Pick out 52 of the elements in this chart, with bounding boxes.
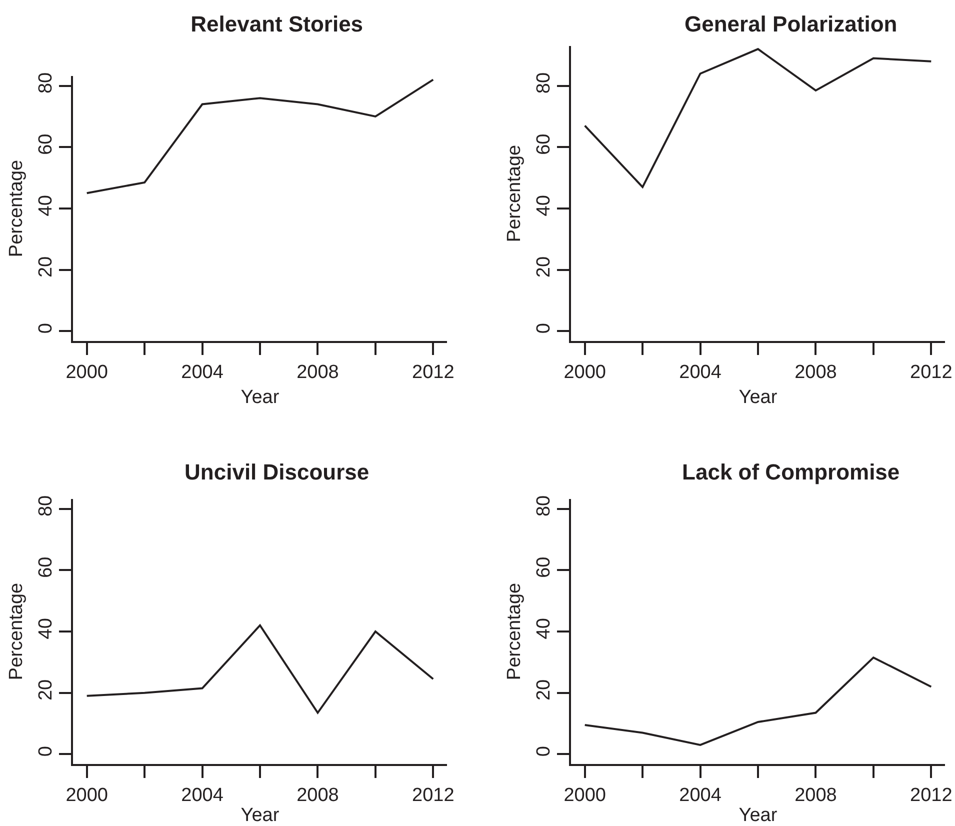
y-tick-label: 60: [533, 134, 554, 155]
line-series: [584, 48, 932, 188]
x-axis-title: Year: [240, 387, 280, 408]
y-axis-title: Percentage: [6, 160, 27, 258]
y-tick-label: 0: [35, 323, 56, 334]
y-axis-title: Percentage: [6, 582, 27, 680]
line-series: [584, 656, 932, 746]
x-tick-label: 2008: [794, 362, 837, 383]
y-tick-label: 60: [35, 134, 56, 155]
y-tick-label: 0: [533, 323, 554, 334]
x-tick-label: 2012: [910, 362, 952, 383]
x-tick-label: 2000: [66, 362, 108, 383]
x-tick-label: 2008: [794, 784, 837, 806]
y-tick-label: 20: [533, 256, 554, 278]
x-tick-label: 2012: [910, 784, 952, 806]
x-tick-label: 2012: [412, 362, 454, 383]
y-tick-label: 80: [35, 495, 56, 517]
y-axis-title: Percentage: [504, 144, 525, 242]
x-tick-label: 2012: [412, 784, 454, 806]
x-tick-label: 2008: [296, 362, 339, 383]
y-tick-label: 20: [35, 679, 56, 701]
y-tick-label: 0: [533, 746, 554, 757]
x-tick-label: 2000: [564, 362, 606, 383]
x-axis-title: Year: [240, 805, 280, 826]
x-tick-label: 2000: [66, 784, 108, 806]
y-tick-label: 40: [533, 618, 554, 640]
chart-title: General Polarization: [684, 12, 898, 37]
y-axis-title: Percentage: [504, 582, 525, 680]
x-tick-label: 2004: [181, 362, 224, 383]
x-axis-title: Year: [738, 387, 778, 408]
x-tick-label: 2008: [296, 784, 339, 806]
y-tick-label: 20: [35, 256, 56, 278]
chart-title: Relevant Stories: [190, 12, 364, 37]
y-tick-label: 40: [533, 195, 554, 216]
y-tick-label: 20: [533, 679, 554, 701]
x-tick-label: 2004: [679, 784, 722, 806]
x-axis-title: Year: [738, 805, 778, 826]
y-tick-label: 0: [35, 746, 56, 757]
y-tick-label: 60: [533, 556, 554, 578]
y-tick-label: 40: [35, 195, 56, 216]
y-tick-label: 80: [35, 72, 56, 94]
line-series: [86, 624, 434, 714]
line-series: [86, 78, 434, 194]
y-tick-label: 80: [533, 495, 554, 517]
chart-title: Uncivil Discourse: [184, 460, 370, 485]
x-tick-label: 2000: [564, 784, 606, 806]
y-tick-label: 60: [35, 556, 56, 578]
y-tick-label: 40: [35, 618, 56, 640]
x-tick-label: 2004: [679, 362, 722, 383]
x-tick-label: 2004: [181, 784, 224, 806]
chart-title: Lack of Compromise: [682, 460, 900, 485]
y-tick-label: 80: [533, 72, 554, 94]
